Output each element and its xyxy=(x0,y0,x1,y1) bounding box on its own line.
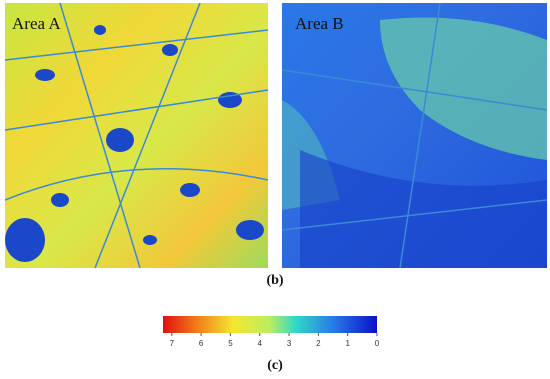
colorbar-ticks: 7 6 5 4 3 2 1 0 xyxy=(170,333,380,348)
tick-label: 5 xyxy=(228,339,233,348)
colorbar xyxy=(163,316,377,333)
tick-label: 1 xyxy=(345,339,350,348)
image-area-b xyxy=(282,3,547,268)
panel-label: Area B xyxy=(295,14,344,33)
image-area-a xyxy=(5,3,268,268)
tick-label: 2 xyxy=(316,339,321,348)
tick-label: 6 xyxy=(199,339,204,348)
tick-label: 0 xyxy=(375,339,380,348)
tick-label: 7 xyxy=(170,339,175,348)
tick-label: 4 xyxy=(258,339,263,348)
caption: (c) xyxy=(267,358,283,373)
tick-label: 3 xyxy=(287,339,292,348)
caption: (b) xyxy=(266,273,283,288)
panel-label: Area A xyxy=(12,14,61,33)
